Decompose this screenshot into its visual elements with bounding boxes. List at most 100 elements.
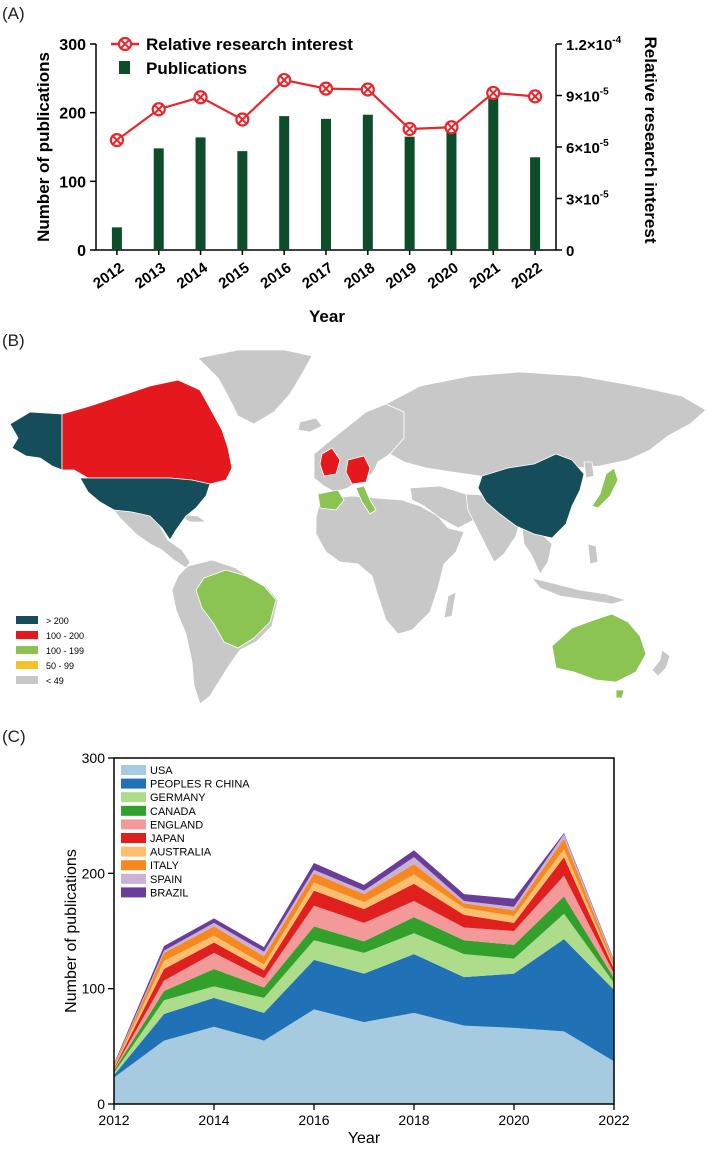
plot-frame <box>113 757 615 1105</box>
world-map: > 200 100 - 200 100 - 199 50 - 99 < 49 <box>9 350 707 705</box>
area-peoples-r-china <box>114 939 614 1078</box>
map-legend-label: > 200 <box>46 616 69 626</box>
bar-2014 <box>195 137 206 250</box>
legend-label: ENGLAND <box>150 819 203 831</box>
left-y-tick-label: 0 <box>77 243 86 260</box>
x-tick-label: 2014 <box>174 259 212 292</box>
x-tick-label: 2020 <box>425 259 462 292</box>
bar-2021 <box>488 87 499 251</box>
area-england <box>114 875 614 1071</box>
map-legend-swatch <box>16 676 38 684</box>
map-legend-swatch <box>16 616 38 624</box>
legend-swatch <box>121 833 146 843</box>
panel-label-a: (A) <box>2 4 25 23</box>
x-tick-label: 2018 <box>341 259 378 292</box>
bars <box>111 87 541 251</box>
interest-point-2016 <box>277 72 292 88</box>
x-tick-label: 2016 <box>298 1112 329 1128</box>
x-tick-label: 2015 <box>216 259 253 292</box>
canada <box>61 379 233 485</box>
map-legend: > 200 100 - 200 100 - 199 50 - 99 < 49 <box>16 616 84 686</box>
bar-2016 <box>279 116 290 250</box>
legend-label: PEOPLES R CHINA <box>150 779 250 791</box>
x-tick-label: 2012 <box>98 1112 129 1128</box>
y-tick-label: 300 <box>82 750 106 766</box>
china <box>477 453 585 539</box>
interest-point-2018 <box>360 82 375 97</box>
y-axis-title: Number of publications <box>63 849 80 1013</box>
interest-point-2014 <box>193 90 208 105</box>
legend-label: GERMANY <box>150 792 206 804</box>
legend-swatch <box>121 846 146 857</box>
x-tick-label: 2018 <box>398 1112 429 1128</box>
x-tick-label: 2014 <box>198 1112 229 1128</box>
panel-label-c: (C) <box>2 727 26 746</box>
bar-2018 <box>362 114 373 250</box>
area-germany <box>114 913 614 1076</box>
x-tick-label: 2017 <box>299 259 336 292</box>
legend-line-label: Relative research interest <box>146 35 353 54</box>
right-y-tick-label: 0 <box>566 243 574 260</box>
left-y-axis-title: Number of publications <box>34 52 53 242</box>
axes: 2012 2014 2016 2018 2020 2022 0 100 200 300 <box>82 750 630 1128</box>
new-zealand <box>651 649 671 677</box>
united-kingdom <box>319 447 341 477</box>
germany <box>345 455 371 485</box>
x-tick-label: 2022 <box>598 1112 629 1128</box>
x-axis-title: Year <box>309 307 345 326</box>
axes: 0 100 200 300 0 3×10-5 6×10-5 9×10-5 1.2×10-4 <box>59 35 621 260</box>
area-usa <box>114 1009 614 1104</box>
legend: Relative research interest Publications <box>111 35 353 78</box>
interest-point-2013 <box>151 102 166 117</box>
map-legend-label: 100 - 199 <box>46 646 84 656</box>
legend-swatch <box>121 792 146 803</box>
interest-point-2015 <box>235 112 250 127</box>
philippines <box>587 543 599 565</box>
map-legend-label: 100 - 200 <box>46 631 84 641</box>
interest-point-2019 <box>402 121 417 137</box>
africa <box>315 495 465 635</box>
panel-label-b: (B) <box>2 331 25 350</box>
right-y-tick-label: 6×10-5 <box>566 138 609 157</box>
usa <box>79 477 211 541</box>
left-y-tick-label: 300 <box>59 37 86 54</box>
right-y-tick-label: 3×10-5 <box>566 190 609 209</box>
middle-east <box>409 485 479 529</box>
iceland <box>297 417 323 433</box>
russia-asia <box>385 371 707 479</box>
map-legend-swatch <box>16 631 38 639</box>
x-tick-label: 2012 <box>90 259 127 292</box>
greenland <box>197 350 313 425</box>
bar-2020 <box>446 129 457 250</box>
legend-label: AUSTRALIA <box>150 847 212 859</box>
publications-chart: Number of publications Relative research… <box>34 35 660 326</box>
indonesia <box>531 577 627 605</box>
legend-label: USA <box>150 765 173 777</box>
alaska <box>9 411 63 471</box>
interest-point-2020 <box>444 120 459 135</box>
right-y-axis-title: Relative research interest <box>641 37 660 244</box>
x-tick-label: 2021 <box>466 259 503 292</box>
spain <box>317 489 345 511</box>
left-y-tick-label: 100 <box>59 174 86 191</box>
legend-swatch <box>121 860 146 871</box>
map-legend-label: 50 - 99 <box>46 661 74 671</box>
legend-bar-label: Publications <box>146 59 247 78</box>
interest-line <box>109 72 543 148</box>
stacked-areas <box>114 832 614 1104</box>
legend-swatch <box>121 819 146 830</box>
legend-label: CANADA <box>150 806 197 818</box>
left-y-tick-label: 200 <box>59 106 86 123</box>
bar-2012 <box>111 227 122 250</box>
legend-swatch <box>121 765 146 775</box>
legend-swatch <box>121 778 146 789</box>
bar-2019 <box>404 136 415 250</box>
x-axis-title: Year <box>348 1130 381 1147</box>
legend-swatch <box>121 805 146 816</box>
madagascar <box>443 591 457 619</box>
map-legend-swatch <box>16 646 38 654</box>
y-tick-label: 0 <box>97 1096 105 1112</box>
italy <box>355 485 377 515</box>
japan <box>591 467 619 509</box>
bar-2017 <box>321 118 331 250</box>
